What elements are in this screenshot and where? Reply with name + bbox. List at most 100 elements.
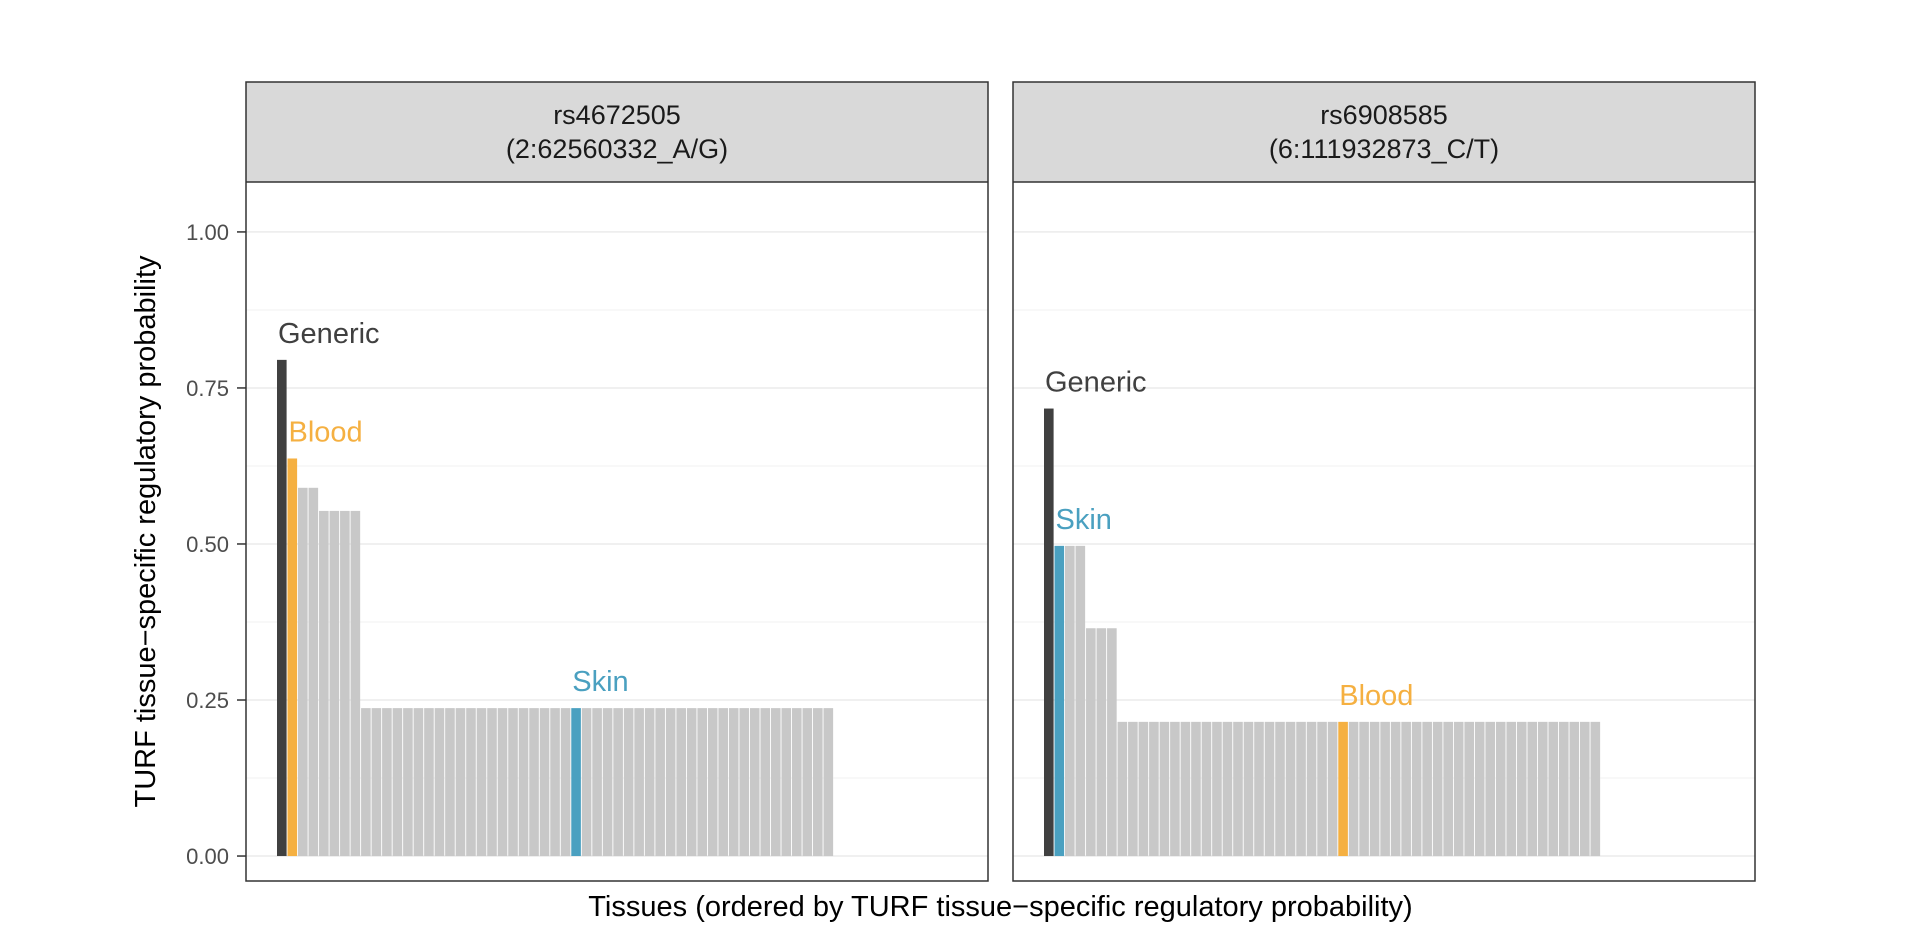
bar	[1569, 721, 1580, 857]
chart-panel-1: rs4672505 (2:62560332_A/G) Generic Blood Ski…	[245, 81, 989, 882]
panel-strip	[1013, 82, 1755, 182]
bar-generic	[277, 359, 287, 857]
y-tick-label: 0.50	[186, 532, 229, 557]
bar	[1285, 721, 1296, 857]
data-label-skin: Skin	[1056, 504, 1112, 536]
bar	[665, 708, 676, 857]
bar	[1096, 628, 1107, 857]
bar	[340, 510, 350, 857]
bar	[1212, 721, 1222, 857]
y-tick-label: 0.75	[186, 376, 229, 401]
bar	[1086, 628, 1096, 857]
bar	[455, 708, 466, 857]
panel-title-line1: rs4672505	[553, 100, 681, 130]
bar	[1380, 721, 1390, 857]
bar	[1191, 721, 1201, 857]
bar	[382, 708, 392, 857]
bar	[434, 708, 445, 857]
bar	[655, 708, 665, 857]
bar	[371, 708, 382, 857]
data-label-generic: Generic	[1045, 367, 1147, 399]
bar	[1264, 721, 1275, 857]
bar	[760, 708, 771, 857]
y-tick-label: 1.00	[186, 220, 229, 245]
bar	[707, 708, 718, 857]
bar	[466, 708, 476, 857]
x-axis-title: Tissues (ordered by TURF tissue−specific…	[588, 891, 1412, 923]
bar	[550, 708, 560, 857]
bar	[623, 708, 634, 857]
bar	[1243, 721, 1254, 857]
bar	[676, 708, 686, 857]
bar	[802, 708, 813, 857]
bar	[560, 708, 571, 857]
bar	[308, 487, 319, 857]
bar	[1558, 721, 1569, 857]
bar	[592, 708, 602, 857]
bar	[413, 708, 424, 857]
bar	[1159, 721, 1170, 857]
data-label-skin: Skin	[572, 666, 628, 698]
bar	[1390, 721, 1401, 857]
bar	[329, 510, 340, 857]
bar	[697, 708, 707, 857]
bar	[487, 708, 497, 857]
bar	[424, 708, 434, 857]
bar	[1527, 721, 1538, 857]
bar	[1590, 721, 1601, 857]
bar	[1117, 721, 1128, 857]
data-label-blood: Blood	[289, 416, 363, 448]
panel-strip	[246, 82, 988, 182]
bar	[1149, 721, 1159, 857]
bar	[508, 708, 518, 857]
bar	[518, 708, 529, 857]
bar	[813, 708, 823, 857]
bar-blood	[287, 458, 298, 857]
bar	[1138, 721, 1149, 857]
bar	[319, 510, 329, 857]
data-label-generic: Generic	[278, 318, 380, 350]
bar	[613, 708, 623, 857]
bar	[1548, 721, 1559, 857]
panel-border	[1012, 81, 1756, 882]
bar	[403, 708, 413, 857]
bar	[1453, 721, 1464, 857]
bar	[1075, 545, 1086, 857]
bar	[476, 708, 487, 857]
bar	[1222, 721, 1233, 857]
bar	[602, 708, 613, 857]
panels-layer: rs4672505 (2:62560332_A/G) Generic Blood Ski…	[245, 81, 1756, 882]
bar	[770, 708, 781, 857]
bar	[1128, 721, 1138, 857]
bar	[1495, 721, 1506, 857]
bar	[392, 708, 403, 857]
axes-layer: 0.00 0.25 0.50 0.75 1.00 TURF tissue−specific…	[130, 220, 1413, 923]
y-axis-title: TURF tissue−specific regulatory probabil…	[130, 255, 162, 808]
bar	[718, 708, 729, 857]
bar	[1485, 721, 1496, 857]
bar-skin	[1054, 545, 1065, 857]
bar	[581, 708, 592, 857]
bar	[1254, 721, 1264, 857]
bar	[445, 708, 455, 857]
bar	[1327, 721, 1338, 857]
bar	[1275, 721, 1285, 857]
bar	[634, 708, 644, 857]
bar	[1516, 721, 1527, 857]
bar	[1233, 721, 1243, 857]
bar	[1443, 721, 1453, 857]
bar	[739, 708, 750, 857]
bar	[644, 708, 655, 857]
panel-title-line1: rs6908585	[1320, 100, 1448, 130]
data-label-blood: Blood	[1339, 680, 1413, 712]
bar	[1474, 721, 1485, 857]
bar-generic	[1044, 408, 1054, 857]
bar	[1170, 721, 1180, 857]
bar	[1180, 721, 1191, 857]
bar	[823, 708, 834, 857]
bar	[361, 708, 371, 857]
bar	[1201, 721, 1212, 857]
bar	[1107, 628, 1117, 857]
bar	[1537, 721, 1548, 857]
